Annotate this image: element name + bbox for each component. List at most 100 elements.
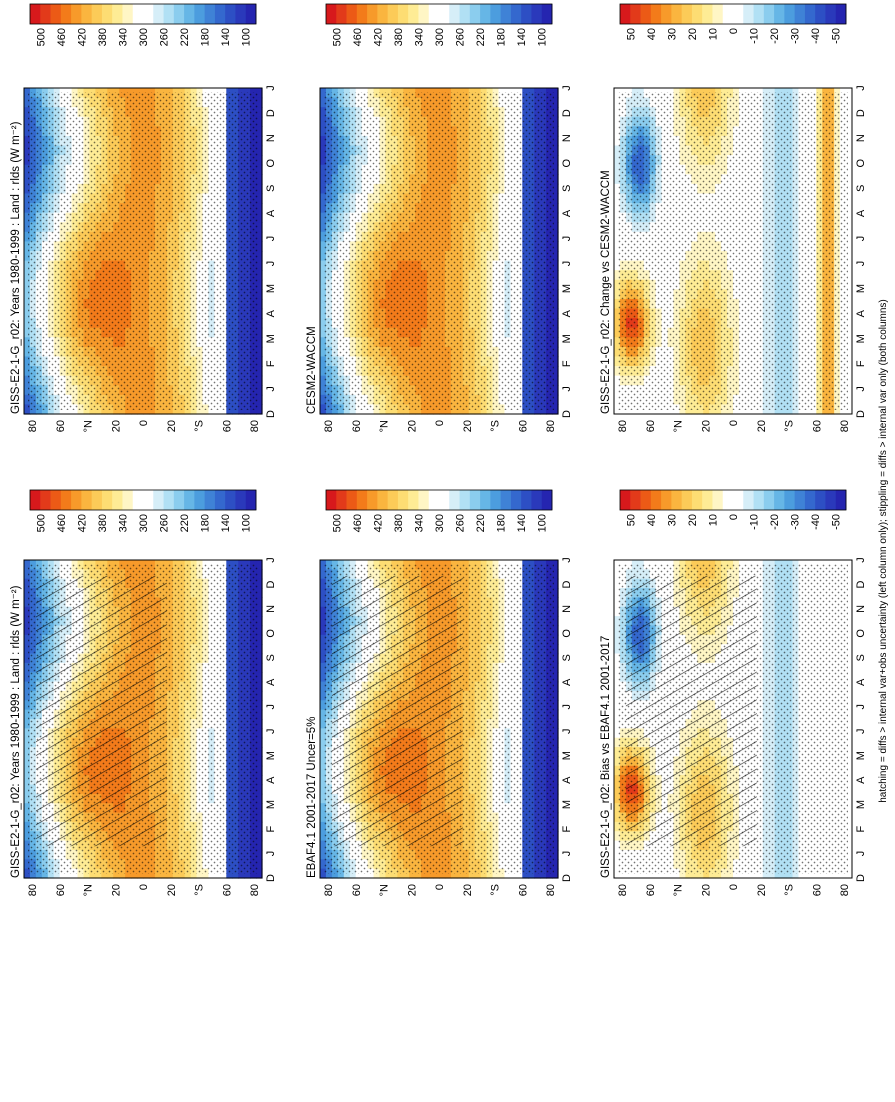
heat-cell: [256, 831, 263, 842]
heat-cell: [256, 821, 263, 832]
heat-cell: [24, 560, 31, 570]
lat-tick-label: 20: [406, 884, 418, 896]
lat-tick-label: °N: [83, 420, 95, 432]
heat-cell: [320, 765, 327, 776]
month-tick-label: M: [265, 751, 277, 760]
month-tick-label: J: [265, 85, 277, 91]
heat-cell: [256, 270, 263, 281]
heat-cell: [552, 597, 559, 608]
heat-cell: [552, 728, 559, 739]
heat-cell: [320, 560, 327, 570]
heat-cell: [552, 709, 559, 720]
heat-cell: [320, 126, 327, 137]
heat-cell: [24, 616, 31, 627]
heat-cell: [320, 812, 327, 823]
heat-cell: [24, 356, 31, 367]
heat-cell: [24, 849, 31, 860]
lat-tick-label: °N: [379, 884, 391, 896]
heat-cell: [24, 222, 31, 233]
month-tick-label: S: [561, 654, 573, 661]
heat-cell: [24, 747, 31, 758]
heat-cell: [320, 700, 327, 711]
heat-cell: [320, 681, 327, 692]
heat-cell: [256, 241, 263, 252]
heat-cell: [24, 784, 31, 795]
heat-cell: [320, 251, 327, 262]
heat-cell: [24, 681, 31, 692]
heat-cell: [24, 690, 31, 701]
month-tick-label: N: [561, 605, 573, 613]
heat-cell: [320, 174, 327, 185]
heat-cell: [24, 212, 31, 223]
hatching-overlay: [331, 575, 463, 847]
heat-cell: [256, 279, 263, 290]
heat-cell: [24, 251, 31, 262]
heat-cell: [320, 107, 327, 118]
heat-cell: [24, 653, 31, 664]
heat-cell: [320, 222, 327, 233]
month-tick-label: M: [265, 800, 277, 809]
heat-cell: [256, 404, 263, 415]
heat-cell: [24, 116, 31, 127]
heat-cell: [552, 747, 559, 758]
heat-cell: [320, 662, 327, 673]
heat-cell: [552, 775, 559, 786]
heat-cell: [256, 793, 263, 804]
month-tick-label: J: [561, 557, 573, 563]
heat-cell: [320, 849, 327, 860]
heat-cell: [320, 606, 327, 617]
heat-cell: [320, 298, 327, 310]
lat-tick-label: 60: [55, 884, 67, 896]
heat-cell: [320, 653, 327, 664]
heat-cell: [256, 203, 263, 214]
month-tick-label: N: [265, 134, 277, 142]
heat-cell: [24, 625, 31, 636]
lat-tick-label: 20: [462, 884, 474, 896]
heat-cell: [24, 241, 31, 252]
month-tick-label: A: [265, 309, 277, 317]
heat-cell: [24, 868, 31, 879]
month-tick-label: A: [265, 776, 277, 784]
month-tick-label: O: [561, 629, 573, 638]
heat-cell: [320, 394, 327, 406]
lat-tick-label: 20: [166, 420, 178, 432]
heat-cell: [24, 279, 31, 290]
lat-tick-label: 80: [249, 420, 261, 432]
panel-title: GISS-E2-1-G_r02: Years 1980-1999 : Land …: [10, 585, 22, 878]
month-tick-label: D: [561, 580, 573, 588]
heat-cell: [552, 700, 559, 711]
lat-tick-label: °N: [83, 884, 95, 896]
heat-cell: [552, 653, 559, 664]
heat-cell: [24, 404, 31, 415]
heat-cell: [256, 775, 263, 786]
lat-tick-label: °S: [194, 420, 206, 432]
month-tick-label: A: [561, 776, 573, 784]
month-tick-label: J: [265, 236, 277, 242]
lat-tick-label: 60: [221, 420, 233, 432]
heat-cell: [24, 366, 31, 377]
heat-cell: [24, 672, 31, 683]
lat-tick-label: 0: [138, 884, 150, 890]
lat-tick-label: 20: [110, 884, 122, 896]
heat-cell: [552, 634, 559, 645]
month-tick-label: A: [265, 209, 277, 217]
heat-cell: [24, 174, 31, 185]
heat-cell: [256, 366, 263, 377]
heat-cell: [552, 606, 559, 617]
heat-cell: [552, 849, 559, 860]
heat-cell: [24, 337, 31, 348]
heat-cell: [256, 126, 263, 137]
month-tick-label: O: [265, 629, 277, 638]
heat-cell: [256, 606, 263, 617]
heat-cell: [320, 728, 327, 739]
heat-cell: [256, 719, 263, 729]
heat-cell: [552, 831, 559, 842]
month-tick-label: O: [265, 158, 277, 167]
heat-cell: [256, 672, 263, 683]
heat-cell: [320, 366, 327, 377]
heat-cell: [256, 289, 263, 300]
month-tick-label: A: [561, 678, 573, 686]
heat-cell: [256, 164, 263, 175]
heat-cell: [320, 318, 327, 329]
